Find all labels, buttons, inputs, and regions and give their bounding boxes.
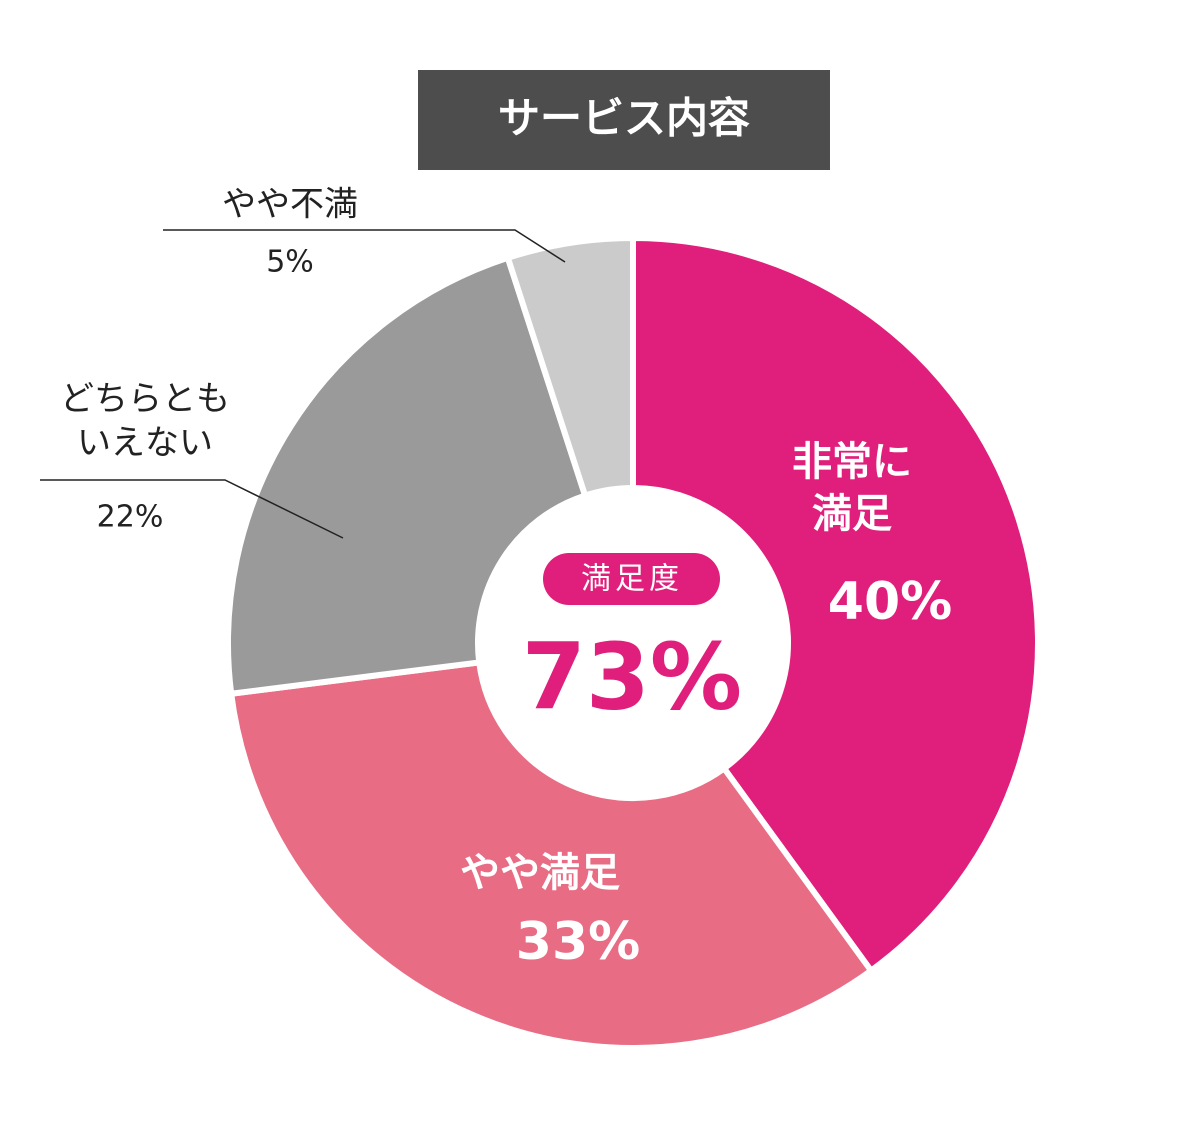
category-label: やや不満 — [222, 185, 358, 225]
value-label: 22% — [97, 500, 164, 535]
title-box — [418, 70, 830, 170]
category-label: 非常に満足 — [792, 439, 912, 537]
center-label: 満足度 — [581, 562, 683, 597]
donut-segment — [504, 234, 636, 500]
donut-segment — [227, 659, 876, 1051]
value-label: 40% — [828, 572, 952, 632]
leader-line — [163, 229, 566, 263]
donut-segment — [225, 254, 589, 698]
value-label: 33% — [516, 912, 640, 972]
chart-title: サービス内容 — [498, 94, 750, 143]
center-badge — [543, 553, 720, 605]
category-label: やや満足 — [460, 850, 620, 896]
leader-line — [40, 479, 344, 539]
value-label: 5% — [266, 245, 314, 280]
category-label: どちらともいえない — [60, 378, 230, 462]
donut-segment — [630, 234, 1041, 975]
center-value: 73% — [522, 623, 742, 730]
